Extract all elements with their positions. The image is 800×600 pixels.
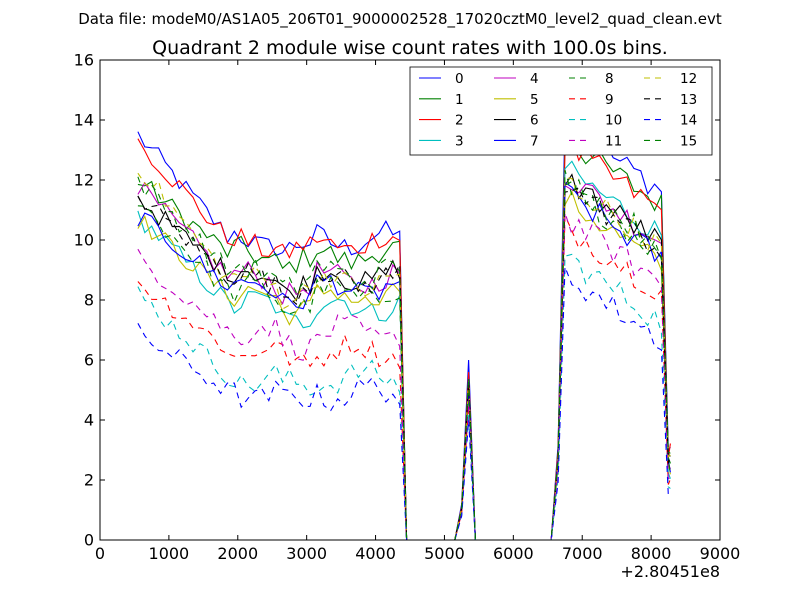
legend-label-13: 13 <box>680 92 697 108</box>
chart-suptitle: Data file: modeM0/AS1A05_206T01_90000025… <box>78 10 722 29</box>
legend-label-5: 5 <box>530 92 539 108</box>
series-line-10 <box>137 253 671 540</box>
axes-layer: 0 1000 2000 3000 4000 5000 6000 7000 8000 9000 0 2 4… <box>74 51 741 564</box>
legend-frame <box>409 66 713 156</box>
x-tick-label: 4000 <box>355 544 396 563</box>
x-tick-label: 0 <box>95 544 105 563</box>
legend-label-8: 8 <box>605 71 614 87</box>
x-tick-label: 2000 <box>217 544 258 563</box>
y-tick-label: 10 <box>74 231 94 250</box>
y-tick-label: 12 <box>74 171 94 190</box>
legend-label-4: 4 <box>530 71 539 87</box>
series-line-5 <box>137 190 671 540</box>
legend-label-15: 15 <box>680 133 697 149</box>
x-offset-label: +2.80451e8 <box>620 562 720 581</box>
series-line-11 <box>137 212 671 540</box>
legend-label-7: 7 <box>530 133 539 149</box>
legend-label-0: 0 <box>455 71 464 87</box>
series-line-14 <box>137 266 671 540</box>
y-tick-label: 6 <box>84 351 94 370</box>
series-layer <box>137 118 671 540</box>
x-tick-label: 8000 <box>631 544 672 563</box>
legend-label-14: 14 <box>680 113 697 129</box>
legend-label-9: 9 <box>605 92 614 108</box>
y-tick-label: 4 <box>84 411 94 430</box>
chart-title: Quadrant 2 module wise count rates with … <box>152 37 668 59</box>
plot-frame <box>99 59 721 541</box>
series-line-7 <box>137 181 671 540</box>
x-tick-label: 6000 <box>493 544 534 563</box>
series-line-13 <box>137 187 671 540</box>
legend-label-12: 12 <box>680 71 697 87</box>
y-tick-label: 8 <box>84 291 94 310</box>
x-tick-label: 9000 <box>700 544 741 563</box>
y-tick-label: 16 <box>74 51 94 70</box>
legend-label-3: 3 <box>455 133 464 149</box>
y-tick-label: 0 <box>84 531 94 550</box>
legend-label-6: 6 <box>530 113 539 129</box>
x-tick-label: 7000 <box>562 544 603 563</box>
series-line-15 <box>137 170 671 540</box>
legend-label-1: 1 <box>455 92 464 108</box>
legend-label-10: 10 <box>605 113 622 129</box>
legend-label-11: 11 <box>605 133 622 149</box>
y-tick-label: 2 <box>84 471 94 490</box>
series-line-8 <box>137 180 671 540</box>
series-line-1 <box>137 139 671 540</box>
x-tick-label: 5000 <box>424 544 465 563</box>
series-line-6 <box>137 173 671 540</box>
x-tick-label: 1000 <box>149 544 190 563</box>
y-tick-label: 14 <box>74 111 94 130</box>
x-tick-label: 3000 <box>286 544 327 563</box>
legend-label-2: 2 <box>455 113 464 129</box>
